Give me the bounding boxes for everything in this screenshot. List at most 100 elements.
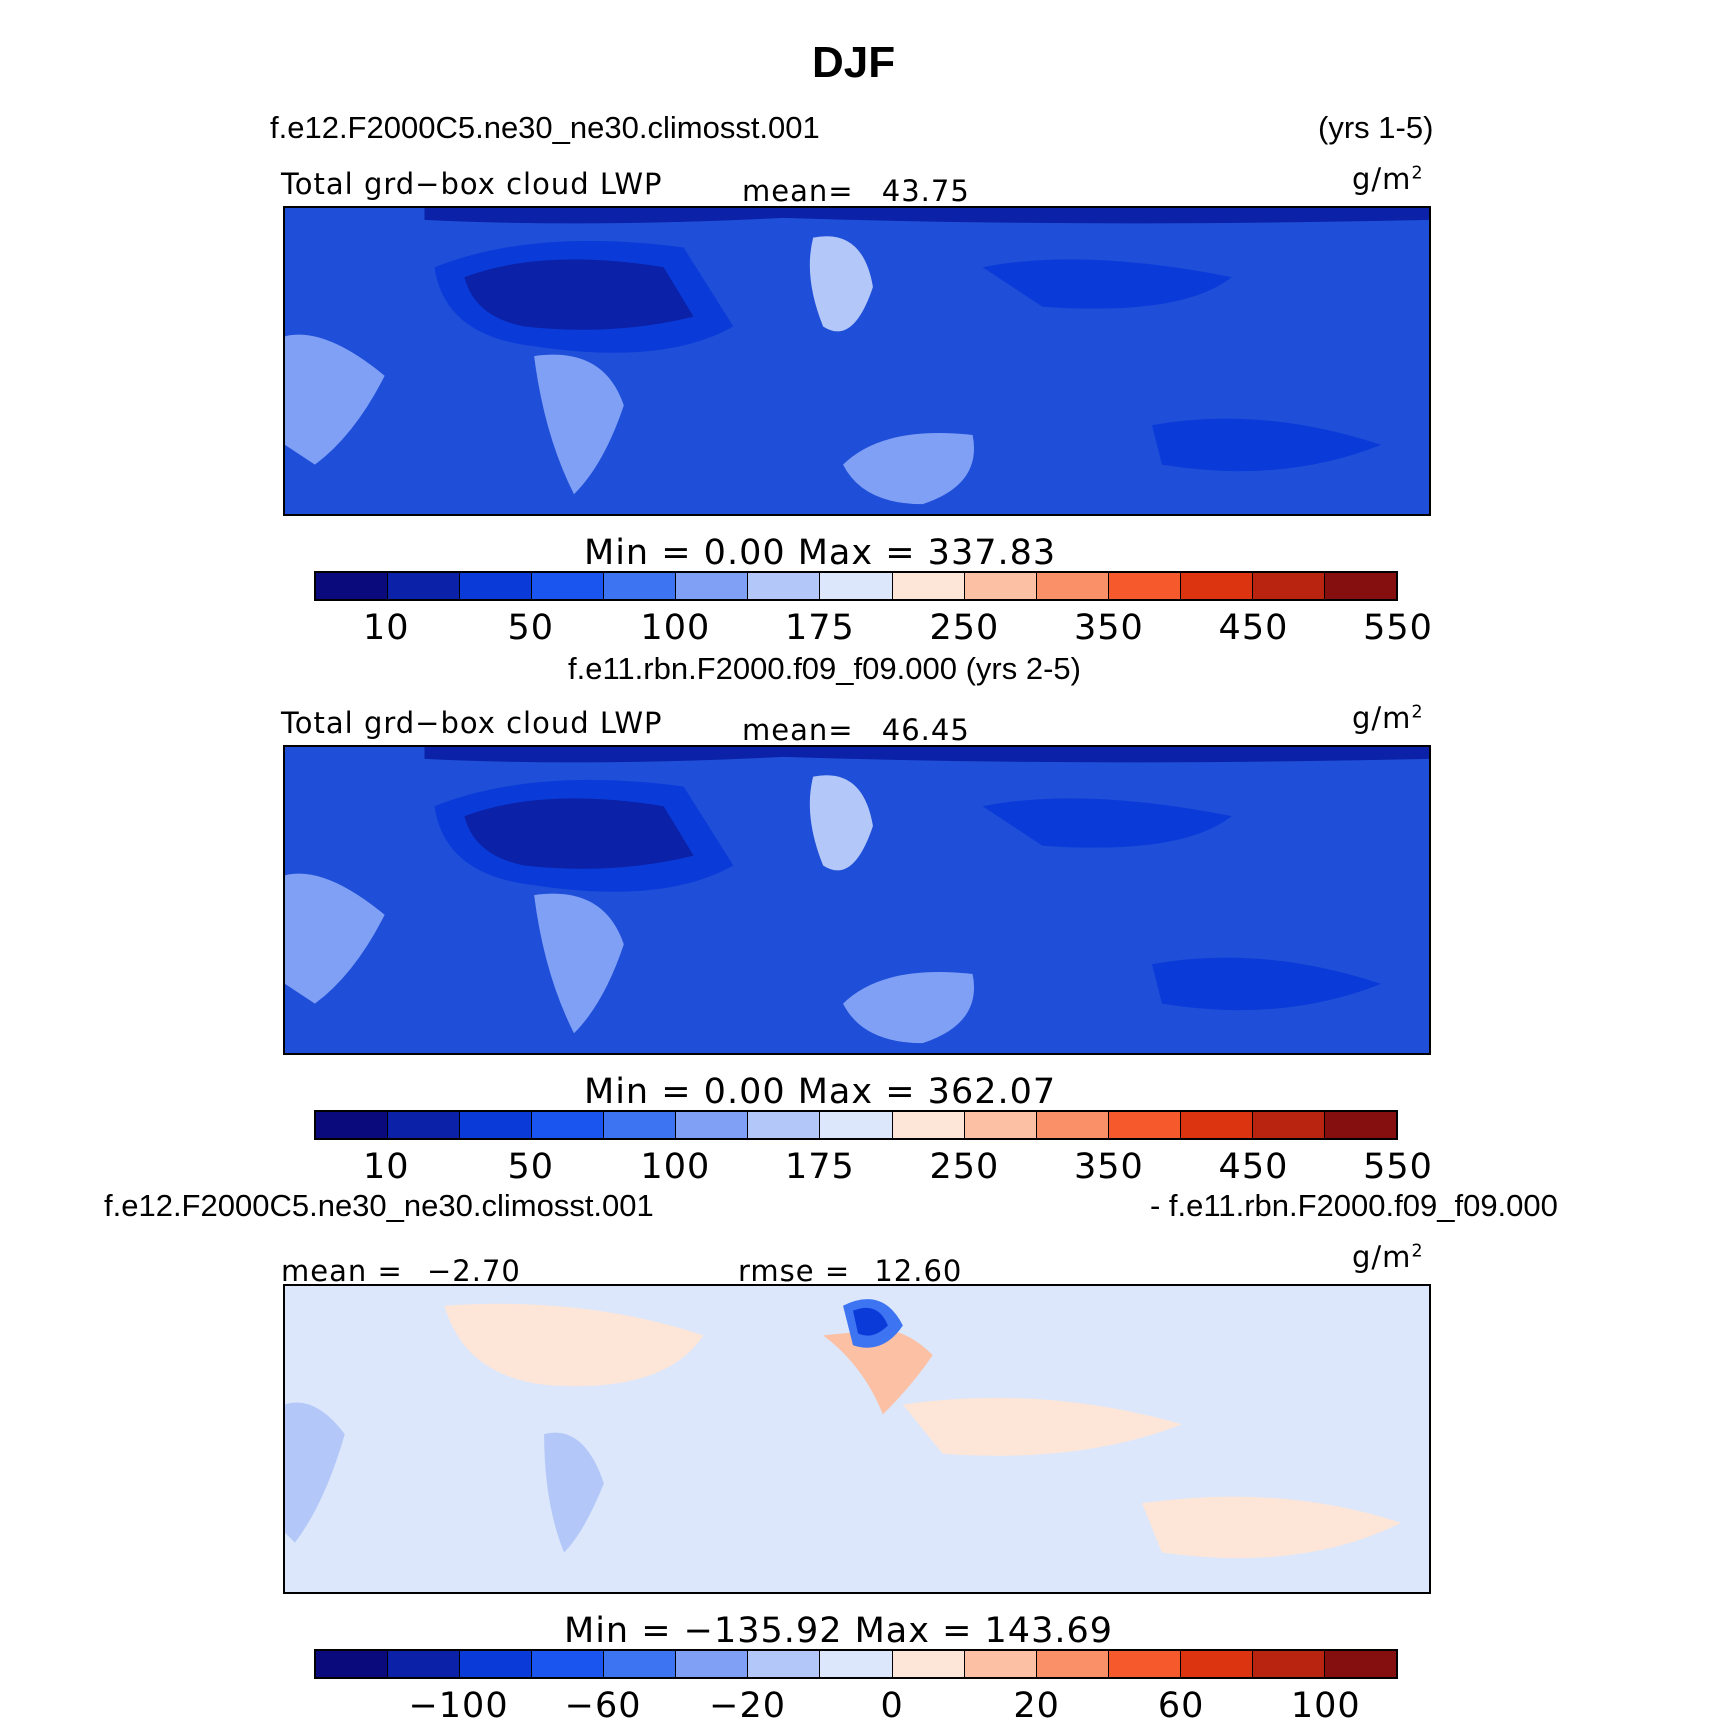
panel1-australia [843,433,975,505]
panel3-warm-africa [444,1303,704,1387]
colorbar-tick-label: 350 [1074,1147,1144,1187]
colorbar-box [1324,1112,1396,1138]
colorbar-tick-label: −100 [408,1686,509,1726]
panel2-sahara-core [464,798,694,869]
colorbar-tick-label: 50 [507,608,555,648]
colorbar-box [316,1112,389,1138]
colorbar-box [532,1112,605,1138]
panel3-minmax: Min = −135.92 Max = 143.69 [564,1611,1114,1651]
colorbar-box [892,1112,965,1138]
diff-right-label: - f.e11.rbn.F2000.f09_f09.000 [1150,1188,1558,1223]
colorbar-box [388,1112,461,1138]
colorbar-tick-label: 175 [784,1147,855,1187]
panel2-mean-label: mean= [742,713,854,747]
colorbar-box [1108,1112,1181,1138]
colorbar-tick-label: 100 [640,1147,711,1187]
panel3-rmse: rmse = 12.60 [738,1254,962,1288]
panel1-africa [534,354,624,495]
colorbar-box [1036,1112,1109,1138]
colorbar-box [316,573,389,599]
colorbar-tick-label: 20 [1013,1686,1060,1726]
colorbar-tick-label: 100 [640,608,711,648]
panel1-map-svg [285,208,1429,514]
colorbar-box [1252,573,1325,599]
colorbar-box [604,1112,677,1138]
panel3-warm-spac [1142,1496,1402,1559]
colorbar-box [820,573,893,599]
panel2-npac-low [982,798,1232,848]
colorbar-tick-label: 10 [362,1147,410,1187]
colorbar-tick-label: 250 [929,1147,1000,1187]
case1-name: f.e12.F2000C5.ne30_ne30.climosst.001 [270,110,820,145]
panel1-npac-low [982,259,1232,309]
colorbar-box [676,1112,749,1138]
colorbar-box [604,1651,677,1677]
colorbar-box [532,573,605,599]
colorbar-tick-label: 100 [1290,1686,1361,1726]
colorbar-box [532,1651,605,1677]
colorbar-box [1108,1651,1181,1677]
colorbar-box [676,573,749,599]
panel1-mean-label: mean= [742,174,854,208]
colorbar-box [1324,1651,1396,1677]
panel2-samerica [285,873,385,1004]
colorbar-box [1036,573,1109,599]
colorbar-tick-label: 10 [362,608,410,648]
panel3-mean-label: mean = [281,1254,403,1288]
panel1-spac-low [1151,418,1382,472]
colorbar-tick-label: 550 [1363,1147,1433,1187]
colorbar-box [1324,573,1396,599]
panel3-warm-pac [902,1397,1182,1456]
panel2-australia [843,972,975,1044]
colorbar-box [820,1651,893,1677]
panel2-spac-low [1151,957,1382,1011]
panel3-mean-value: −2.70 [426,1254,521,1288]
colorbar-tick-label: 250 [929,608,1000,648]
colorbar-tick-label: 450 [1218,608,1289,648]
figure-title: DJF [812,38,896,87]
panel3-rmse-label: rmse = [738,1254,851,1288]
panel1-easia [809,236,873,332]
colorbar-box [388,573,461,599]
panel2-mean: mean= 46.45 [742,713,970,747]
panel3-cold-samerica [285,1402,345,1543]
panel2-top-band [424,747,1429,763]
colorbar-box [460,1651,533,1677]
colorbar-box [1180,1112,1253,1138]
colorbar-box [1252,1651,1325,1677]
colorbar-box [820,1112,893,1138]
panel3-mean: mean = −2.70 [281,1254,521,1288]
panel3-warm-scs [823,1329,933,1415]
colorbar-box [1036,1651,1109,1677]
panel1-minmax: Min = 0.00 Max = 337.83 [584,533,1057,573]
panel2-easia [809,775,873,871]
colorbar-box [964,573,1037,599]
panel1-units: g/m2 [1352,162,1424,196]
colorbar-box [388,1651,461,1677]
colorbar-box [964,1651,1037,1677]
colorbar-tick-label: 0 [880,1686,904,1726]
panel2-map-svg [285,747,1429,1053]
case2-label: f.e11.rbn.F2000.f09_f09.000 (yrs 2-5) [568,651,1081,686]
colorbar-box [892,1651,965,1677]
panel2-colorbar [314,1110,1398,1140]
colorbar-box [1180,573,1253,599]
colorbar-box [604,573,677,599]
colorbar-tick-label: 350 [1074,608,1144,648]
colorbar-box [460,573,533,599]
colorbar-box [748,573,821,599]
colorbar-box [460,1112,533,1138]
colorbar-box [748,1112,821,1138]
panel3-cold-africa [544,1432,604,1553]
panel3-map-svg [285,1286,1429,1592]
colorbar-box [316,1651,389,1677]
colorbar-tick-label: −20 [709,1686,787,1726]
panel3-map [283,1284,1431,1594]
panel1-variable: Total grd−box cloud LWP [281,167,663,201]
colorbar-box [1180,1651,1253,1677]
panel3-cold-china-core [853,1307,888,1336]
panel1-sahara-core [464,259,694,330]
panel1-colorbar [314,571,1398,601]
panel3-rmse-value: 12.60 [874,1254,963,1288]
colorbar-tick-label: 550 [1363,608,1433,648]
